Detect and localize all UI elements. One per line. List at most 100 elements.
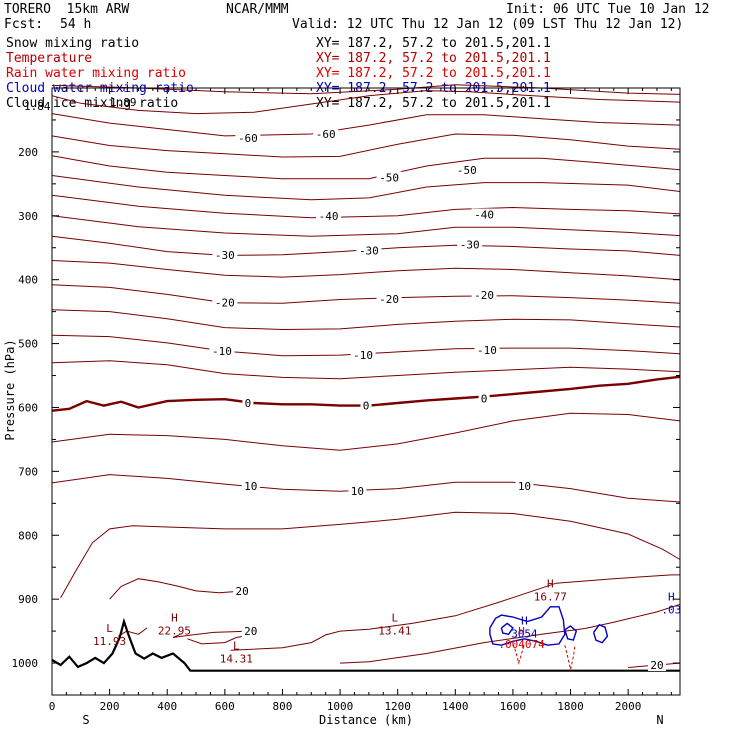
isotherm-label-bg <box>241 625 260 638</box>
isotherm-label-bg <box>313 128 339 141</box>
isotherm-label-bg <box>212 248 238 261</box>
isotherm-label-bg <box>233 584 252 597</box>
x-tick-label: 1000 <box>327 700 354 713</box>
legend-rain-xy: XY= 187.2, 57.2 to 201.5,201.1 <box>316 66 551 81</box>
isotherm-label: -30 <box>359 244 379 257</box>
rain-water-contour <box>564 645 576 670</box>
isotherm-line <box>230 574 680 651</box>
extremum-value: 11.93 <box>93 635 126 648</box>
freezing-level <box>51 375 681 412</box>
model-title: TORERO 15km ARW <box>4 2 130 17</box>
isotherm-line <box>51 175 681 201</box>
isotherm-label: 20 <box>236 585 249 598</box>
isotherm-line <box>60 511 681 599</box>
extremum-value: 22.95 <box>158 624 191 637</box>
init-time: Init: 06 UTC Tue 10 Jan 12 <box>506 2 710 17</box>
x-tick-label: 2000 <box>615 700 642 713</box>
isotherm-label: -40 <box>474 209 494 222</box>
isotherm-label: -60 <box>316 128 336 141</box>
x-tick-label: 800 <box>273 700 293 713</box>
extremum-kind: L <box>391 611 398 624</box>
isotherm-line <box>51 155 681 180</box>
isotherm-label: -20 <box>474 289 494 302</box>
x-tick-label: 400 <box>157 700 177 713</box>
y-axis-title: Pressure (hPa) <box>3 339 17 440</box>
isotherm-label-bg <box>471 289 497 302</box>
isotherm-line <box>51 113 681 137</box>
isotherm-label: 20 <box>244 625 257 638</box>
extremum-kind: H <box>547 577 554 590</box>
extremum-value: .004074 <box>498 638 545 651</box>
extremum-kind: H <box>521 615 528 628</box>
plot-frame <box>51 87 681 696</box>
axes: 0 200 400 600 800 1000 1200 1400 1600 1800 2000200… <box>12 88 680 713</box>
isotherm-line <box>51 360 681 380</box>
legend-temperature-xy: XY= 187.2, 57.2 to 201.5,201.1 <box>316 51 551 66</box>
isotherm-label: -10 <box>353 349 373 362</box>
freezing-level-line <box>51 375 681 412</box>
x-tick-label: 200 <box>100 700 120 713</box>
y-tick-label: 200 <box>18 146 38 159</box>
valid-time: Valid: 12 UTC Thu 12 Jan 12 (09 LST Thu … <box>292 17 684 32</box>
legend-snow-xy: XY= 187.2, 57.2 to 201.5,201.1 <box>316 36 551 51</box>
terrain-line <box>51 617 680 672</box>
isotherm-line <box>51 215 681 237</box>
extremum-value: .03 <box>661 603 681 616</box>
y-tick-label: 300 <box>18 210 38 223</box>
y-tick-label: 700 <box>18 465 38 478</box>
isotherm-label: 0 <box>245 397 252 410</box>
isotherm-line <box>172 630 251 638</box>
isotherm-label: 10 <box>351 485 364 498</box>
isotherm-label-bg <box>474 343 500 356</box>
isotherm-label: -40 <box>319 210 339 223</box>
legend-cloud-ice-xy: XY= 187.2, 57.2 to 201.5,201.1 <box>316 96 551 111</box>
isotherm-line <box>51 84 681 95</box>
x-end-left: S <box>82 713 89 727</box>
x-end-right: N <box>656 713 663 727</box>
x-axis-title: Distance (km) <box>319 713 413 727</box>
x-tick-label: 1400 <box>442 700 469 713</box>
isotherm-label: 0 <box>363 400 370 413</box>
y-tick-label: 600 <box>18 401 38 414</box>
y-tick-label: 1000 <box>12 657 39 670</box>
x-tick-label: 0 <box>49 700 56 713</box>
isotherm-line <box>51 309 681 331</box>
x-tick-label: 600 <box>215 700 235 713</box>
isotherm-label: 10 <box>244 480 257 493</box>
isotherm-label: 20 <box>650 659 663 672</box>
isotherm-label: -10 <box>212 345 232 358</box>
terrain-profile <box>51 617 680 672</box>
isotherm-line <box>51 474 681 503</box>
isotherm-label-bg <box>376 292 402 305</box>
extremum-kind: L <box>233 639 240 652</box>
isotherm-label-bg <box>316 209 342 222</box>
legend-rain-name: Rain water mixing ratio <box>6 66 187 81</box>
extremum-value: 16.77 <box>534 590 567 603</box>
y-tick-label: 800 <box>18 529 38 542</box>
legend-temperature-name: Temperature <box>6 51 93 66</box>
isotherm-label: -60 <box>238 132 258 145</box>
isotherm-label: 10 <box>518 480 531 493</box>
isotherm-label: 0 <box>481 393 488 406</box>
isotherm-label: -10 <box>477 344 497 357</box>
x-tick-label: 1600 <box>500 700 527 713</box>
isotherm-line <box>51 133 681 158</box>
contour-labels: -60 -60 -50 -50 -40 -40 -30 -30 -30 -20 -20 -20 -10 -… <box>209 128 666 672</box>
isotherm-label-bg <box>348 485 367 498</box>
extremum-kind: H <box>518 625 525 638</box>
forecast-label: Fcst: <box>4 17 44 32</box>
isotherm-label: -30 <box>215 249 235 262</box>
isotherm-label: -20 <box>215 297 235 310</box>
cloud-water-contour <box>489 606 566 646</box>
isotherm-line <box>51 194 681 219</box>
rain-water-contour <box>512 643 525 665</box>
y-tick-label: 500 <box>18 338 38 351</box>
isotherm-label-bg <box>647 658 666 671</box>
y-tick-label: 900 <box>18 593 38 606</box>
isotherm-label-bg <box>235 131 261 144</box>
isotherm-line <box>109 578 251 600</box>
isotherm-label-bg <box>242 397 254 410</box>
isotherm-label-bg <box>478 392 490 405</box>
isotherm-label-bg <box>356 244 382 257</box>
